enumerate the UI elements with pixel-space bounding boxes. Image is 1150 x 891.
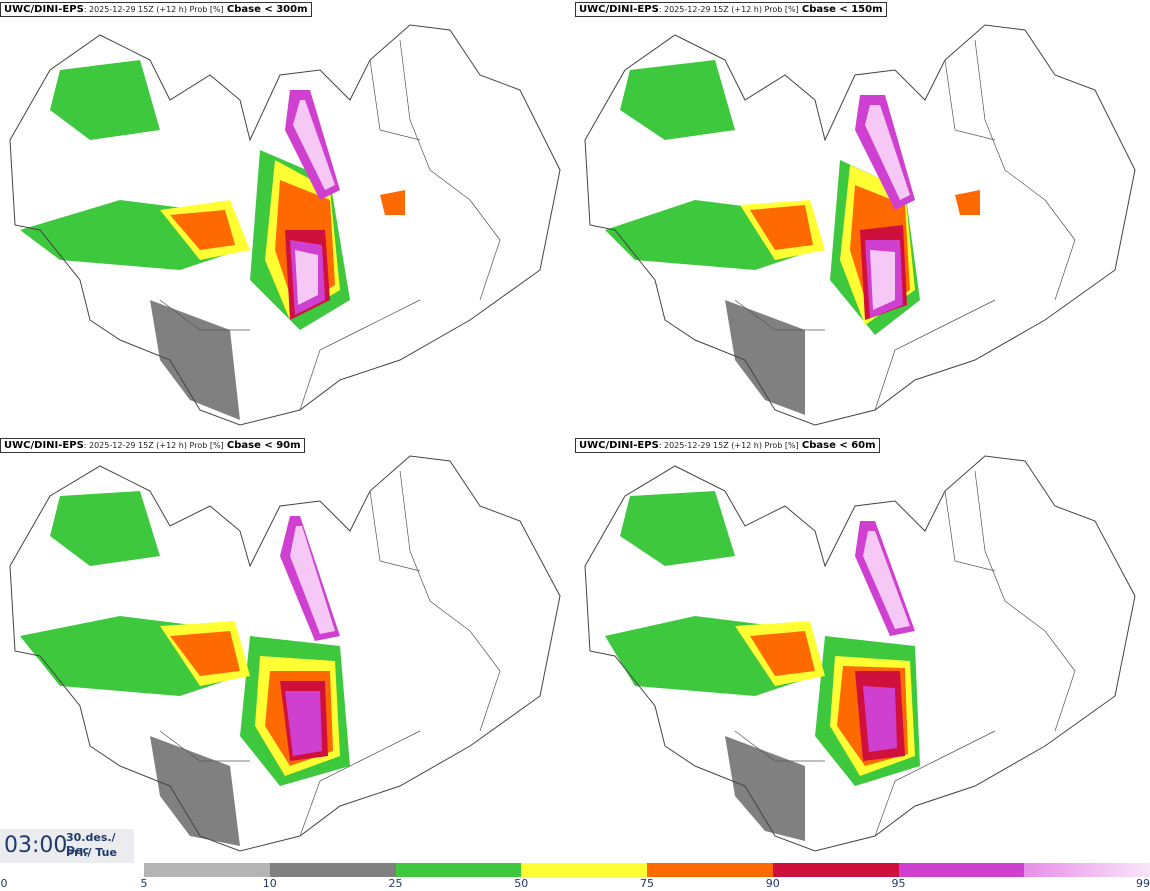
iceland-coastline xyxy=(9,24,561,426)
map-panel-150m: UWC/DINI-EPS: 2025-12-29 15Z (+12 h) Pro… xyxy=(575,0,1150,436)
model-name: UWC/DINI-EPS xyxy=(579,4,659,15)
colorbar-tick-label: 50 xyxy=(514,877,529,890)
iceland-coastline xyxy=(584,24,1136,426)
inland-borders xyxy=(159,39,501,411)
colorbar-segment xyxy=(772,863,899,877)
panel-title: UWC/DINI-EPS: 2025-12-29 15Z (+12 h) Pro… xyxy=(575,2,887,17)
run-info: : 2025-12-29 15Z (+12 h) Prob [%] xyxy=(658,5,799,14)
iceland-coastline xyxy=(584,455,1136,852)
iceland-map-90m xyxy=(9,455,561,852)
probability-field xyxy=(605,60,980,415)
run-info: : 2025-12-29 15Z (+12 h) Prob [%] xyxy=(83,441,224,450)
run-info: : 2025-12-29 15Z (+12 h) Prob [%] xyxy=(83,5,224,14)
panel-title: UWC/DINI-EPS: 2025-12-29 15Z (+12 h) Pro… xyxy=(0,2,312,17)
variable-label: Cbase < 60m xyxy=(801,440,876,451)
variable-label: Cbase < 90m xyxy=(226,440,301,451)
model-name: UWC/DINI-EPS xyxy=(4,440,84,451)
map-panel-60m: UWC/DINI-EPS: 2025-12-29 15Z (+12 h) Pro… xyxy=(575,436,1150,872)
valid-date: 30.des./ Dec xyxy=(66,831,116,857)
probability-field xyxy=(20,491,350,846)
colorbar-segment xyxy=(898,863,1025,877)
inland-borders xyxy=(734,39,1076,411)
colorbar-tick-label: 95 xyxy=(891,877,906,890)
valid-weekday: Þri./ Tue xyxy=(66,846,117,859)
colorbar-segment xyxy=(521,863,648,877)
colorbar-tick-label: 25 xyxy=(388,877,403,890)
probability-field xyxy=(20,60,405,420)
probability-colorbar xyxy=(144,863,1150,877)
map-panel-90m: UWC/DINI-EPS: 2025-12-29 15Z (+12 h) Pro… xyxy=(0,436,575,872)
model-name: UWC/DINI-EPS xyxy=(579,440,659,451)
colorbar-segment xyxy=(144,863,271,877)
variable-label: Cbase < 150m xyxy=(801,4,883,15)
colorbar-segment xyxy=(395,863,522,877)
colorbar-tick-label: 99 xyxy=(1136,877,1150,890)
colorbar-segment xyxy=(269,863,396,877)
inland-borders xyxy=(734,470,1076,837)
variable-label: Cbase < 300m xyxy=(226,4,308,15)
panel-title: UWC/DINI-EPS: 2025-12-29 15Z (+12 h) Pro… xyxy=(0,438,305,453)
colorbar-segment xyxy=(647,863,774,877)
iceland-map-300m xyxy=(9,24,561,426)
colorbar-tick-label: 75 xyxy=(640,877,654,890)
panel-title: UWC/DINI-EPS: 2025-12-29 15Z (+12 h) Pro… xyxy=(575,438,880,453)
run-info: : 2025-12-29 15Z (+12 h) Prob [%] xyxy=(658,441,799,450)
iceland-map-150m xyxy=(584,24,1136,426)
iceland-coastline xyxy=(9,455,561,852)
valid-time-box: 03:00 30.des./ Dec Þri./ Tue xyxy=(0,829,134,863)
colorbar-tick-label: 10 xyxy=(262,877,277,890)
colorbar-tick-label: 5 xyxy=(140,877,148,890)
colorbar-segment xyxy=(1024,863,1150,877)
inland-borders xyxy=(159,470,501,837)
iceland-map-60m xyxy=(584,455,1136,852)
valid-time-clock: 03:00 xyxy=(4,833,68,858)
probability-field xyxy=(605,491,920,841)
colorbar-tick-label: 90 xyxy=(765,877,780,890)
model-name: UWC/DINI-EPS xyxy=(4,4,84,15)
colorbar-tick-label: 0 xyxy=(0,877,8,890)
map-panel-300m: UWC/DINI-EPS: 2025-12-29 15Z (+12 h) Pro… xyxy=(0,0,575,436)
